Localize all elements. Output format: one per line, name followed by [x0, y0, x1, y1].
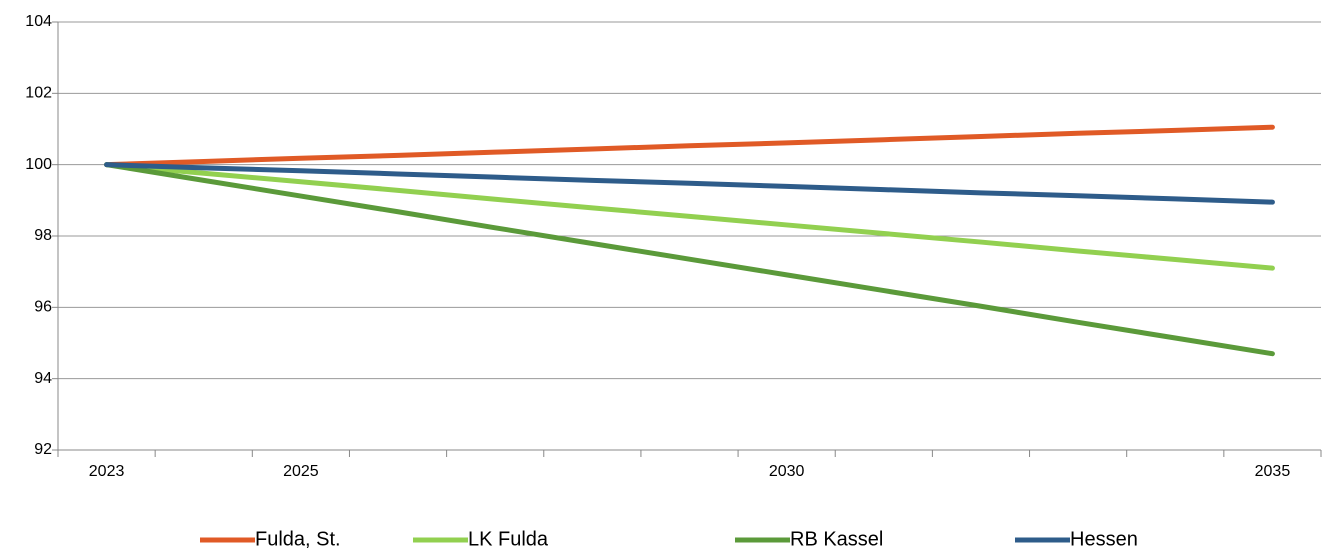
- y-tick-label: 94: [34, 370, 52, 387]
- y-tick-label: 96: [34, 299, 52, 316]
- legend-label: Hessen: [1070, 528, 1138, 550]
- x-tick-label: 2035: [1255, 463, 1291, 480]
- legend-label: RB Kassel: [790, 528, 883, 550]
- legend-label: LK Fulda: [468, 528, 549, 550]
- y-tick-label: 102: [25, 85, 52, 102]
- y-tick-label: 100: [25, 156, 52, 173]
- series-line: [104, 162, 1275, 357]
- y-tick-label: 104: [25, 13, 52, 30]
- x-tick-label: 2023: [89, 463, 125, 480]
- legend-label: Fulda, St.: [255, 528, 341, 550]
- y-tick-label: 98: [34, 227, 52, 244]
- series-line: [104, 162, 1275, 205]
- series-line: [104, 162, 1275, 271]
- y-tick-label: 92: [34, 441, 52, 458]
- x-tick-label: 2025: [283, 463, 319, 480]
- series-line: [104, 124, 1275, 168]
- x-tick-label: 2030: [769, 463, 805, 480]
